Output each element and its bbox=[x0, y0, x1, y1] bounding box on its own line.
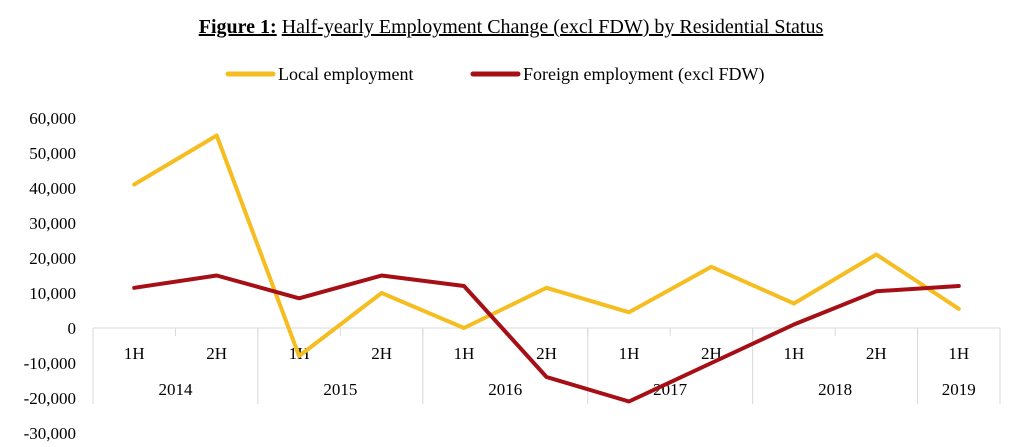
chart-title: Figure 1: Half-yearly Employment Change (… bbox=[199, 16, 824, 38]
x-tick-label: 1H bbox=[454, 344, 475, 363]
x-tick-label: 2H bbox=[206, 344, 227, 363]
series-line-local bbox=[132, 133, 961, 358]
y-tick-label: 50,000 bbox=[29, 144, 76, 163]
chart-title-prefix: Figure 1: bbox=[199, 16, 277, 38]
x-tick-label: 1H bbox=[124, 344, 145, 363]
year-label: 2014 bbox=[158, 380, 193, 399]
legend-label: Foreign employment (excl FDW) bbox=[523, 64, 764, 85]
x-tick-label: 1H bbox=[619, 344, 640, 363]
series-lines bbox=[132, 133, 961, 404]
x-tick-label: 2H bbox=[701, 344, 722, 363]
year-label: 2015 bbox=[323, 380, 357, 399]
y-tick-label: 20,000 bbox=[29, 249, 76, 268]
x-tick-label: 2H bbox=[536, 344, 557, 363]
y-tick-label: -20,000 bbox=[24, 389, 76, 408]
y-tick-label: 40,000 bbox=[29, 179, 76, 198]
x-tick-label: 2H bbox=[371, 344, 392, 363]
x-tick-label: 1H bbox=[948, 344, 969, 363]
y-tick-label: 60,000 bbox=[29, 109, 76, 128]
year-label: 2016 bbox=[488, 380, 522, 399]
y-tick-label: -30,000 bbox=[24, 424, 76, 443]
y-tick-label: 10,000 bbox=[29, 284, 76, 303]
y-axis: 60,000 50,000 40,000 30,000 20,000 10,000 0 -10… bbox=[24, 109, 76, 443]
y-tick-label: 0 bbox=[68, 319, 77, 338]
y-tick-label: 30,000 bbox=[29, 214, 76, 233]
legend-label: Local employment bbox=[278, 64, 413, 84]
x-tick-label: 2H bbox=[866, 344, 887, 363]
x-tick-label: 1H bbox=[783, 344, 804, 363]
year-label: 2019 bbox=[942, 380, 976, 399]
year-label: 2018 bbox=[818, 380, 852, 399]
chart-title-text: Half-yearly Employment Change (excl FDW)… bbox=[282, 16, 824, 38]
legend: Local employment Foreign employment (excl… bbox=[225, 64, 764, 85]
y-tick-label: -10,000 bbox=[24, 354, 76, 373]
